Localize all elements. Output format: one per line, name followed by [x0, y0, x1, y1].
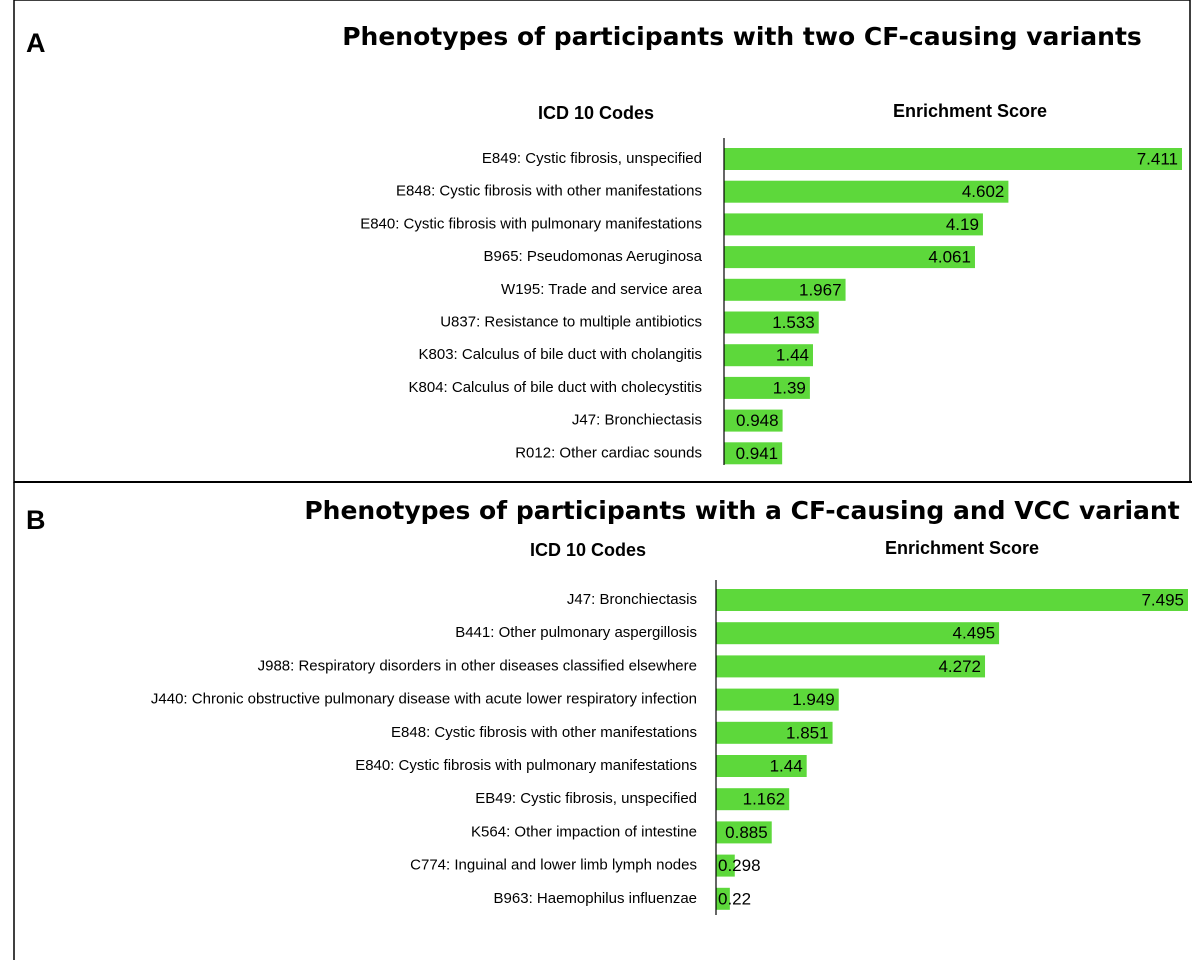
value-label: 0.941	[736, 444, 779, 463]
chart-title: Phenotypes of participants with two CF-c…	[342, 22, 1142, 51]
value-label: 4.19	[946, 215, 979, 234]
category-label: W195: Trade and service area	[501, 281, 703, 298]
category-label: J440: Chronic obstructive pulmonary dise…	[151, 691, 697, 708]
category-label: K804: Calculus of bile duct with cholecy…	[409, 379, 702, 396]
category-label: J47: Bronchiectasis	[567, 591, 697, 608]
category-label: J47: Bronchiectasis	[572, 412, 702, 429]
category-label: E848: Cystic fibrosis with other manifes…	[396, 183, 702, 200]
category-label: U837: Resistance to multiple antibiotics	[440, 313, 702, 330]
chart-title: Phenotypes of participants with a CF-cau…	[304, 496, 1179, 525]
bar	[724, 213, 983, 236]
category-label: E849: Cystic fibrosis, unspecified	[482, 150, 702, 167]
value-label: 1.162	[743, 790, 786, 809]
bar	[716, 655, 986, 678]
category-label: E840: Cystic fibrosis with pulmonary man…	[355, 757, 697, 774]
value-label: 4.602	[962, 182, 1005, 201]
bar	[724, 344, 813, 367]
bar	[716, 688, 839, 711]
category-label: K564: Other impaction of intestine	[471, 823, 697, 840]
category-label: C774: Inguinal and lower limb lymph node…	[410, 857, 697, 874]
bar	[724, 180, 1009, 203]
category-label: B963: Haemophilus influenzae	[494, 890, 697, 907]
category-label: B441: Other pulmonary aspergillosis	[455, 624, 697, 641]
panel-label: B	[26, 505, 46, 535]
value-label: 0.298	[718, 856, 761, 875]
bar	[716, 755, 807, 777]
panel-label: A	[26, 28, 46, 58]
value-label: 0.22	[718, 889, 751, 908]
bar	[716, 589, 1188, 611]
value-label: 4.272	[938, 657, 981, 676]
bar	[724, 278, 846, 301]
bar	[716, 622, 1000, 645]
bar	[724, 246, 975, 269]
value-label: 1.967	[799, 280, 842, 299]
value-label: 7.411	[1137, 149, 1178, 168]
value-label: 1.44	[770, 756, 803, 775]
value-label: 1.44	[776, 346, 809, 365]
value-label: 7.495	[1141, 590, 1184, 609]
category-label: E848: Cystic fibrosis with other manifes…	[391, 724, 697, 741]
bar	[724, 409, 783, 432]
category-label: EB49: Cystic fibrosis, unspecified	[475, 790, 697, 807]
value-label: 1.851	[786, 723, 829, 742]
bar	[716, 788, 790, 811]
category-label: K803: Calculus of bile duct with cholang…	[419, 346, 703, 363]
bar	[716, 721, 833, 744]
bar	[716, 821, 772, 844]
bar	[724, 311, 819, 334]
x-axis-title: Enrichment Score	[885, 538, 1039, 558]
value-label: 4.495	[953, 624, 996, 643]
bar	[724, 376, 810, 399]
value-label: 4.061	[928, 248, 971, 267]
bar	[724, 442, 783, 465]
bar	[716, 887, 730, 910]
y-axis-title: ICD 10 Codes	[530, 540, 646, 560]
value-label: 1.39	[773, 378, 806, 397]
value-label: 0.948	[736, 411, 779, 430]
value-label: 1.533	[772, 313, 815, 332]
bar	[724, 148, 1182, 170]
category-label: R012: Other cardiac sounds	[515, 444, 702, 461]
x-axis-title: Enrichment Score	[893, 101, 1047, 121]
panel-frame	[13, 0, 1191, 483]
y-axis-title: ICD 10 Codes	[538, 103, 654, 123]
category-label: B965: Pseudomonas Aeruginosa	[484, 248, 703, 265]
value-label: 1.949	[792, 690, 835, 709]
bar	[716, 854, 735, 877]
category-label: E840: Cystic fibrosis with pulmonary man…	[360, 215, 702, 232]
value-label: 0.885	[725, 823, 768, 842]
category-label: J988: Respiratory disorders in other dis…	[258, 657, 697, 674]
